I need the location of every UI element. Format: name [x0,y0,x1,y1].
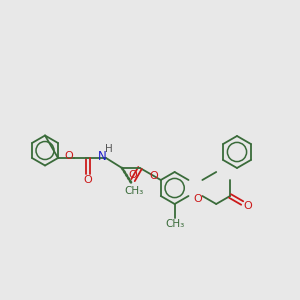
Text: O: O [243,201,252,211]
Text: CH₃: CH₃ [165,219,184,229]
Text: O: O [64,151,74,161]
Text: O: O [84,175,92,185]
Text: CH₃: CH₃ [124,186,144,196]
Text: O: O [129,170,137,180]
Text: O: O [194,194,203,203]
Text: O: O [149,171,158,181]
Text: H: H [105,144,113,154]
Text: N: N [98,149,106,163]
